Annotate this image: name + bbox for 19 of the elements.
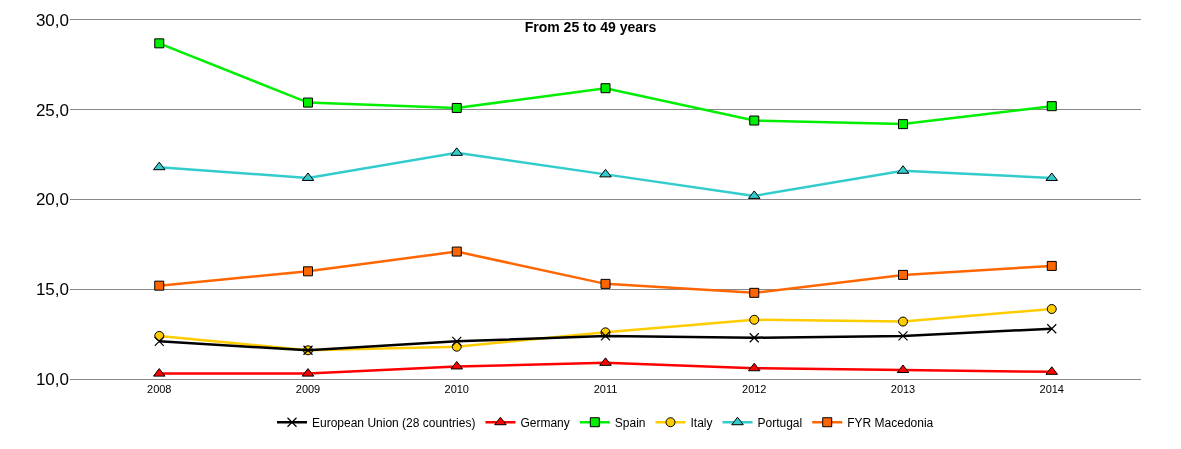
legend-label: Italy — [690, 415, 713, 430]
legend-label: FYR Macedonia — [847, 415, 934, 430]
x-tick-label: 2013 — [890, 383, 916, 396]
y-tick-label: 25,0 — [35, 100, 69, 120]
x-tick-label: 2008 — [147, 383, 172, 396]
y-tick-label: 30,0 — [35, 10, 69, 30]
legend-label: Spain — [614, 415, 646, 430]
x-tick-label: 2009 — [295, 383, 321, 396]
x-tick-label: 2010 — [444, 383, 469, 396]
y-tick-label: 15,0 — [35, 280, 69, 300]
legend-label: Portugal — [757, 415, 803, 430]
x-tick-label: 2012 — [742, 383, 767, 396]
legend-label: Germany — [520, 415, 570, 430]
x-tick-label: 2014 — [1039, 383, 1064, 396]
chart-title: From 25 to 49 years — [524, 19, 657, 36]
x-tick-label: 2011 — [593, 383, 618, 396]
y-tick-label: 20,0 — [35, 190, 69, 210]
legend-label: European Union (28 countries) — [312, 415, 476, 430]
y-tick-label: 10,0 — [35, 369, 69, 389]
